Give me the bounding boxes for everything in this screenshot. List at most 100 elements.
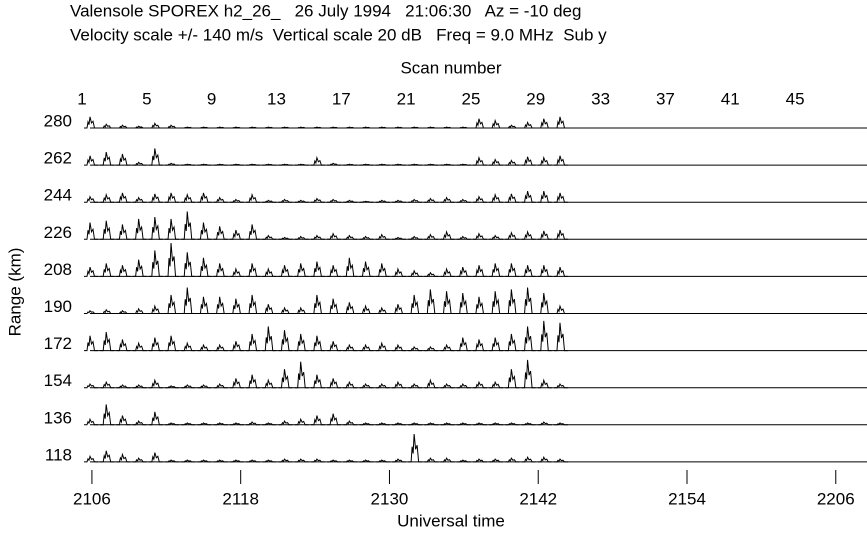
spectrum — [132, 259, 147, 277]
spectrum — [489, 234, 504, 240]
spectrum — [278, 369, 293, 389]
spectrum — [553, 382, 568, 389]
x-tick-label: 9 — [207, 89, 216, 108]
spectrum — [294, 263, 309, 277]
spectrum — [229, 378, 244, 389]
spectrum — [327, 378, 342, 389]
spectrum — [229, 229, 244, 240]
spectrum — [197, 222, 212, 240]
spectrum — [424, 457, 439, 463]
spectrum — [246, 421, 261, 426]
spectrum — [489, 118, 504, 129]
spectrum — [375, 126, 390, 129]
spectrum — [148, 304, 163, 314]
spectrum — [440, 291, 455, 314]
spectrum — [456, 422, 471, 426]
spectrum — [262, 326, 277, 352]
x2-tick-label: 2142 — [519, 489, 557, 508]
spectrum — [132, 125, 147, 129]
spectrum — [489, 192, 504, 203]
row-label: 118 — [45, 445, 72, 464]
spectrum — [294, 333, 309, 352]
spectrum — [165, 335, 180, 352]
spectrum — [165, 294, 180, 314]
spectrum — [505, 159, 520, 166]
spectrum — [408, 126, 423, 129]
spectrum — [375, 422, 390, 426]
row-label: 280 — [44, 111, 72, 130]
spectrum — [294, 361, 309, 389]
spectrum — [521, 120, 536, 129]
spectrum — [116, 192, 131, 203]
spectrum — [278, 198, 293, 203]
spectrum — [327, 459, 342, 463]
x-tick-label: 41 — [721, 89, 740, 108]
spectrum — [132, 161, 147, 166]
spectrum — [375, 341, 390, 352]
spectrum — [165, 459, 180, 463]
spectrum — [181, 422, 196, 426]
spectrum — [521, 265, 536, 277]
chart-subtitle: Velocity scale +/- 140 m/s Vertical scal… — [70, 25, 607, 44]
spectrum — [472, 296, 487, 314]
spectrum — [521, 326, 536, 352]
spectrum — [132, 384, 147, 389]
spectrum — [424, 197, 439, 203]
spectrum — [327, 341, 342, 352]
spectrum — [408, 434, 423, 463]
spectrum — [343, 420, 358, 426]
spectrum — [310, 155, 325, 166]
spectrum — [229, 267, 244, 277]
spectrum — [489, 380, 504, 389]
spectrum — [229, 459, 244, 463]
spectrum — [246, 192, 261, 203]
spectrum — [537, 293, 552, 314]
spectrum — [213, 126, 228, 129]
x-tick-label: 5 — [142, 89, 151, 108]
spectrum — [278, 306, 293, 314]
spectrum — [472, 380, 487, 389]
spectrum — [116, 384, 131, 389]
spectrum — [456, 235, 471, 240]
spectrum — [84, 155, 98, 166]
spectrum — [521, 456, 536, 463]
spectrum — [521, 422, 536, 426]
x-tick-label: 21 — [397, 89, 416, 108]
spectrum — [116, 124, 131, 129]
spectrum — [262, 378, 277, 389]
spectrum — [310, 197, 325, 203]
spectrum — [327, 265, 342, 277]
spectrum — [148, 337, 163, 352]
spectrum — [359, 459, 374, 463]
spectrum — [424, 271, 439, 277]
spectrum — [359, 343, 374, 352]
spectrum — [181, 126, 196, 129]
row-label: 208 — [44, 260, 72, 279]
spectrum — [553, 422, 568, 426]
spectrum — [440, 343, 455, 352]
spectrum — [537, 378, 552, 389]
spectrum — [213, 422, 228, 426]
spectrum — [148, 452, 163, 463]
spectrum — [391, 199, 406, 203]
spectrum — [408, 198, 423, 203]
spectrum — [343, 126, 358, 129]
spectrum — [472, 339, 487, 352]
spectrum — [505, 263, 520, 277]
spectrum — [246, 294, 261, 314]
spectrum — [553, 304, 568, 314]
spectrum — [165, 218, 180, 240]
spectrum — [278, 163, 293, 166]
spectrum — [100, 263, 115, 277]
spectrum — [132, 196, 147, 203]
spectrum — [246, 126, 261, 129]
spectrum — [505, 231, 520, 240]
spectrum — [278, 330, 293, 352]
spectrum — [440, 126, 455, 129]
spectrum — [375, 199, 390, 203]
spectrum — [165, 124, 180, 129]
spectrum — [456, 382, 471, 389]
spectrum — [246, 333, 261, 352]
spectrum — [197, 296, 212, 314]
spectrum — [213, 296, 228, 314]
